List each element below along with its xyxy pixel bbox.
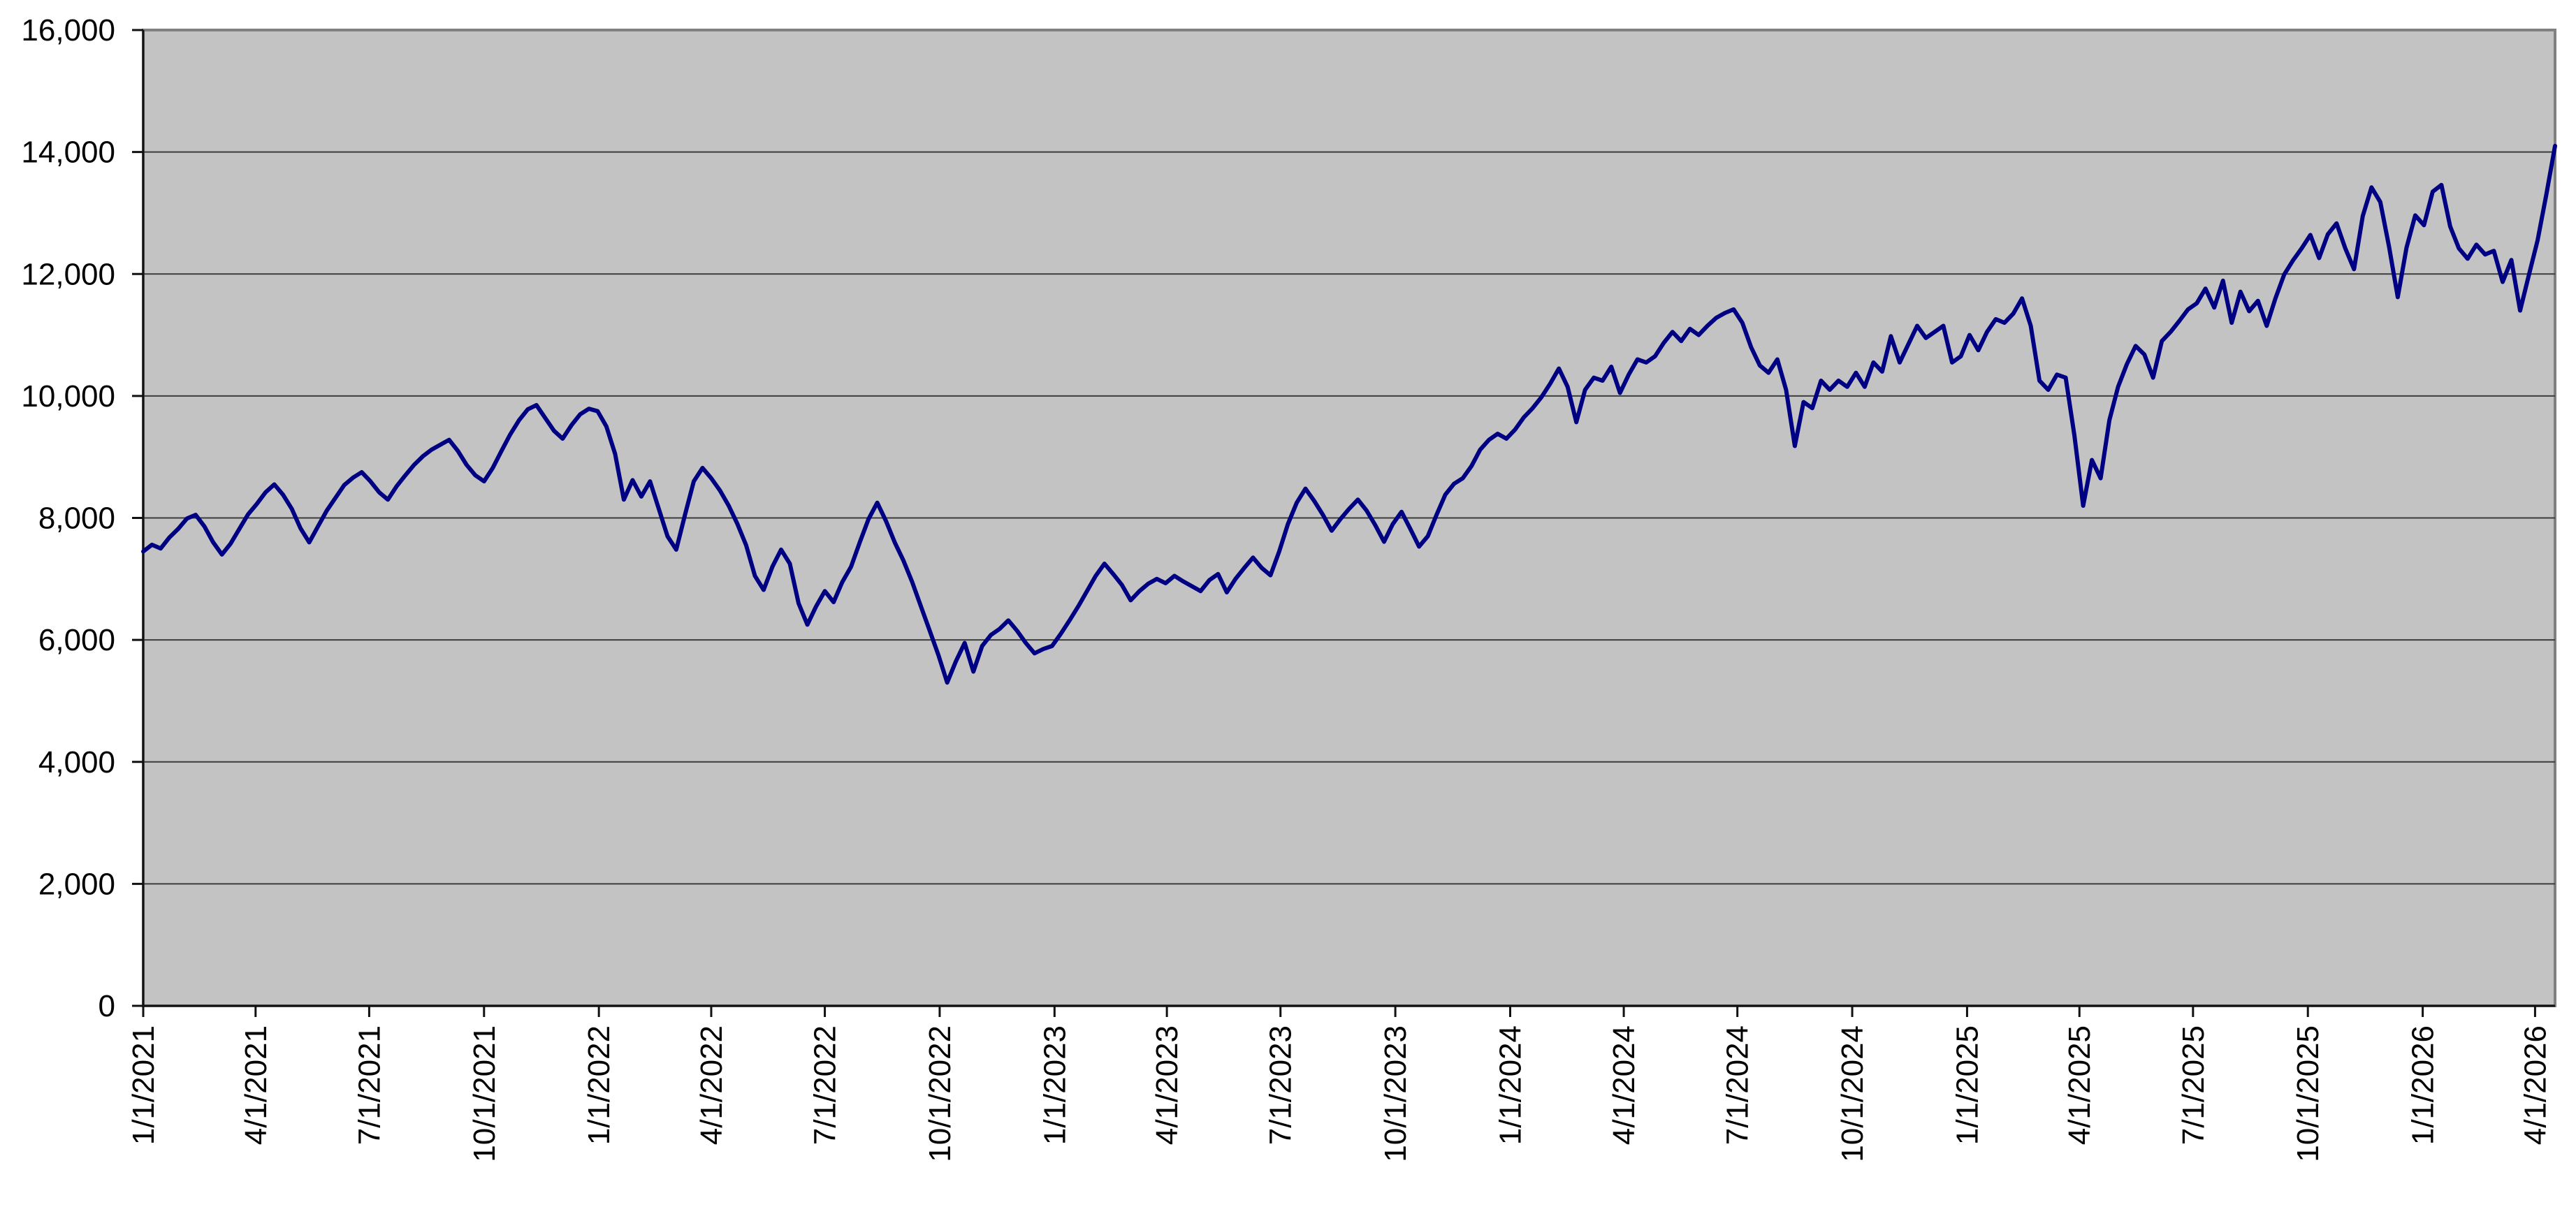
y-axis-label: 14,000	[21, 136, 115, 170]
x-axis-label: 4/1/2026	[2518, 1025, 2552, 1145]
x-axis-label: 10/1/2022	[923, 1025, 957, 1162]
x-axis-label: 1/1/2024	[1493, 1025, 1527, 1145]
x-axis-label: 1/1/2025	[1950, 1025, 1984, 1145]
y-axis-label: 6,000	[38, 623, 115, 657]
y-axis-label: 0	[99, 989, 115, 1023]
x-axis-label: 1/1/2022	[582, 1025, 616, 1145]
y-axis-label: 2,000	[38, 867, 115, 901]
x-axis-label: 7/1/2021	[352, 1025, 386, 1145]
x-axis-label: 7/1/2022	[808, 1025, 843, 1145]
y-axis-label: 10,000	[21, 379, 115, 414]
x-axis-label: 7/1/2025	[2176, 1025, 2211, 1145]
price-line	[141, 143, 2557, 685]
x-axis-label: 10/1/2024	[1835, 1025, 1870, 1162]
x-axis-label: 1/1/2023	[1038, 1025, 1072, 1145]
x-axis-label: 4/1/2021	[239, 1025, 273, 1145]
x-axis-label: 7/1/2023	[1264, 1025, 1298, 1145]
y-axis-label: 4,000	[38, 745, 115, 780]
x-axis-label: 4/1/2025	[2062, 1025, 2097, 1145]
y-axis-label: 8,000	[38, 502, 115, 536]
x-axis-label: 10/1/2023	[1378, 1025, 1413, 1162]
x-axis-label: 1/1/2026	[2406, 1025, 2440, 1145]
y-axis-label: 12,000	[21, 257, 115, 291]
x-axis-label: 10/1/2025	[2291, 1025, 2325, 1162]
x-axis-label: 4/1/2024	[1607, 1025, 1641, 1145]
x-axis-label: 4/1/2022	[694, 1025, 729, 1145]
x-axis-label: 10/1/2021	[467, 1025, 502, 1162]
y-axis-label: 16,000	[21, 13, 115, 47]
x-axis-label: 7/1/2024	[1721, 1025, 1755, 1145]
x-axis-label: 4/1/2023	[1150, 1025, 1184, 1145]
x-axis-label: 1/1/2021	[126, 1025, 161, 1145]
